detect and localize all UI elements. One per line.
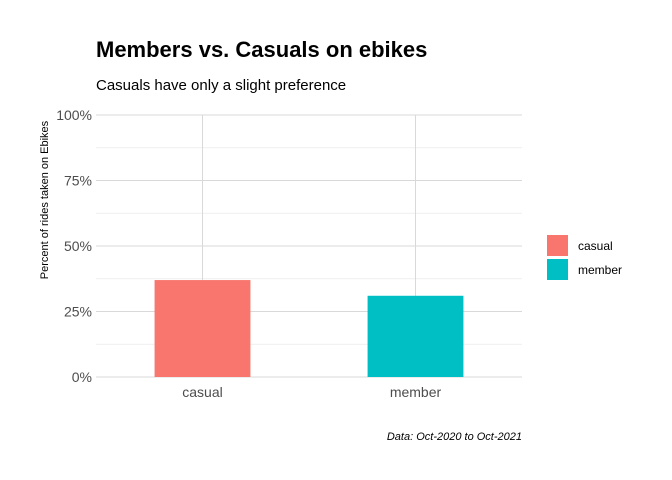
chart-caption: Data: Oct-2020 to Oct-2021 [387,431,522,443]
chart-subtitle: Casuals have only a slight preference [96,77,346,94]
y-tick-label: 0% [72,369,92,385]
legend-swatch-casual [547,235,568,256]
legend: casual member [547,235,622,280]
x-axis-ticks: casual member [182,384,441,400]
legend-swatch-member [547,259,568,280]
y-tick-label: 100% [56,107,92,123]
bar-member [367,295,464,377]
y-tick-label: 50% [64,238,92,254]
legend-label: member [578,263,622,277]
bars [154,280,464,377]
y-axis-label: Percent of rides taken on Ebikes [39,120,51,279]
chart-title: Members vs. Casuals on ebikes [96,37,427,62]
y-axis-ticks: 0% 25% 50% 75% 100% [56,107,92,385]
y-tick-label: 25% [64,304,92,320]
x-tick-label: member [390,384,442,400]
y-tick-label: 75% [64,173,92,189]
bar-casual [154,280,251,377]
legend-label: casual [578,239,613,253]
x-tick-label: casual [182,384,222,400]
